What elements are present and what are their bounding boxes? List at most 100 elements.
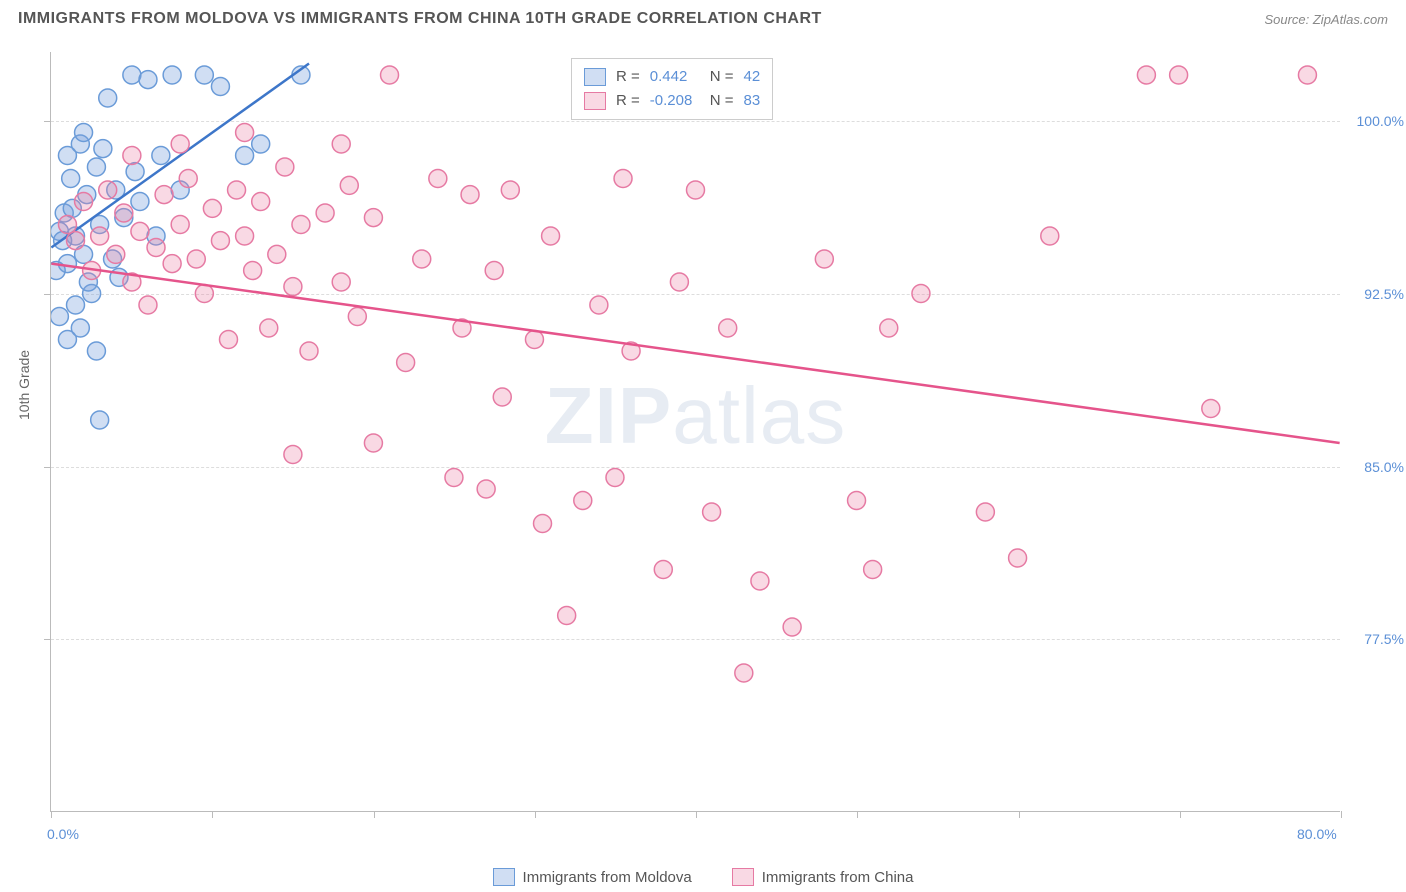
data-point	[203, 199, 221, 217]
chart-header: IMMIGRANTS FROM MOLDOVA VS IMMIGRANTS FR…	[0, 0, 1406, 36]
data-point	[880, 319, 898, 337]
n-value-moldova: 42	[744, 65, 761, 89]
x-tick	[857, 811, 858, 818]
data-point	[348, 308, 366, 326]
data-point	[139, 71, 157, 89]
data-point	[58, 216, 76, 234]
x-tick	[696, 811, 697, 818]
data-point	[1298, 66, 1316, 84]
series-legend: Immigrants from Moldova Immigrants from …	[0, 868, 1406, 886]
x-tick	[1341, 811, 1342, 818]
swatch-china-bottom	[732, 868, 754, 886]
legend-item-moldova: Immigrants from Moldova	[493, 868, 692, 886]
data-point	[477, 480, 495, 498]
legend-row-moldova: R = 0.442 N = 42	[584, 65, 760, 89]
y-axis-label: 10th Grade	[16, 350, 32, 420]
plot-svg	[51, 52, 1340, 811]
correlation-legend: R = 0.442 N = 42 R = -0.208 N = 83	[571, 58, 773, 120]
data-point	[703, 503, 721, 521]
swatch-moldova-bottom	[493, 868, 515, 886]
data-point	[236, 147, 254, 165]
data-point	[381, 66, 399, 84]
data-point	[123, 147, 141, 165]
data-point	[542, 227, 560, 245]
x-tick	[374, 811, 375, 818]
data-point	[719, 319, 737, 337]
data-point	[558, 607, 576, 625]
trend-line	[51, 264, 1339, 443]
data-point	[292, 216, 310, 234]
data-point	[364, 434, 382, 452]
data-point	[260, 319, 278, 337]
data-point	[123, 66, 141, 84]
data-point	[590, 296, 608, 314]
data-point	[252, 135, 270, 153]
data-point	[429, 170, 447, 188]
data-point	[501, 181, 519, 199]
data-point	[236, 124, 254, 142]
data-point	[815, 250, 833, 268]
data-point	[126, 163, 144, 181]
data-point	[332, 135, 350, 153]
data-point	[220, 331, 238, 349]
data-point	[211, 232, 229, 250]
data-point	[864, 561, 882, 579]
data-point	[783, 618, 801, 636]
data-point	[51, 308, 68, 326]
data-point	[413, 250, 431, 268]
data-point	[58, 147, 76, 165]
data-point	[155, 186, 173, 204]
data-point	[654, 561, 672, 579]
data-point	[976, 503, 994, 521]
x-tick	[212, 811, 213, 818]
data-point	[1041, 227, 1059, 245]
data-point	[848, 492, 866, 510]
data-point	[152, 147, 170, 165]
r-value-china: -0.208	[650, 89, 700, 113]
data-point	[300, 342, 318, 360]
data-point	[525, 331, 543, 349]
y-tick	[44, 121, 51, 122]
data-point	[461, 186, 479, 204]
y-tick	[44, 467, 51, 468]
y-tick-label: 100.0%	[1357, 113, 1404, 129]
n-value-china: 83	[744, 89, 761, 113]
x-tick	[535, 811, 536, 818]
r-value-moldova: 0.442	[650, 65, 700, 89]
y-tick	[44, 639, 51, 640]
data-point	[364, 209, 382, 227]
data-point	[171, 216, 189, 234]
x-tick-label-max: 80.0%	[1297, 826, 1337, 842]
source-attribution: Source: ZipAtlas.com	[1264, 12, 1388, 27]
data-point	[228, 181, 246, 199]
data-point	[284, 446, 302, 464]
data-point	[332, 273, 350, 291]
data-point	[236, 227, 254, 245]
data-point	[397, 354, 415, 372]
data-point	[163, 255, 181, 273]
data-point	[58, 331, 76, 349]
data-point	[687, 181, 705, 199]
data-point	[91, 227, 109, 245]
data-point	[244, 262, 262, 280]
y-tick-label: 85.0%	[1364, 459, 1404, 475]
data-point	[284, 278, 302, 296]
data-point	[670, 273, 688, 291]
swatch-moldova	[584, 68, 606, 86]
data-point	[445, 469, 463, 487]
y-tick-label: 77.5%	[1364, 631, 1404, 647]
data-point	[107, 245, 125, 263]
data-point	[1202, 400, 1220, 418]
data-point	[99, 181, 117, 199]
swatch-china	[584, 92, 606, 110]
data-point	[87, 158, 105, 176]
data-point	[131, 193, 149, 211]
legend-row-china: R = -0.208 N = 83	[584, 89, 760, 113]
data-point	[195, 285, 213, 303]
data-point	[179, 170, 197, 188]
chart-title: IMMIGRANTS FROM MOLDOVA VS IMMIGRANTS FR…	[18, 10, 822, 28]
data-point	[614, 170, 632, 188]
data-point	[735, 664, 753, 682]
data-point	[87, 342, 105, 360]
y-tick	[44, 294, 51, 295]
